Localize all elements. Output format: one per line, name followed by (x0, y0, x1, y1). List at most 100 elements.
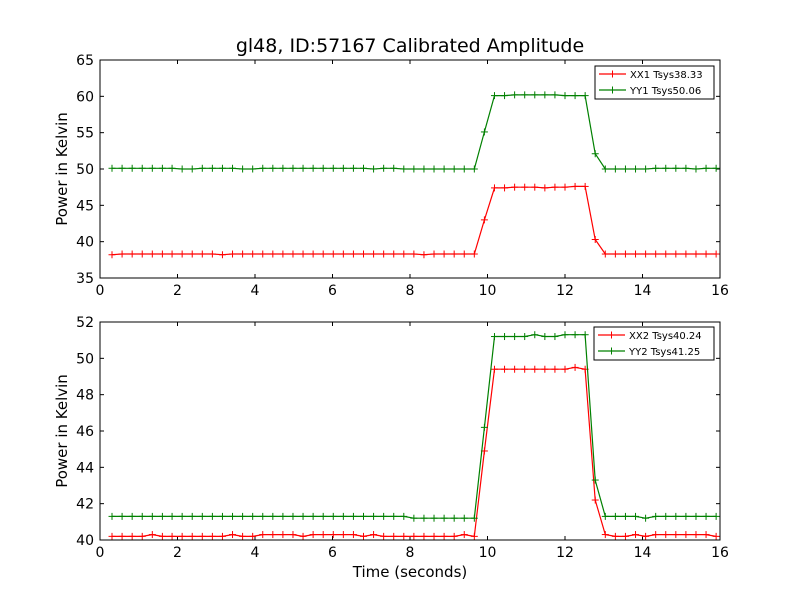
x-tick-label: 8 (406, 545, 415, 561)
y-tick-label: 55 (76, 126, 94, 142)
x-tick-label: 2 (173, 545, 182, 561)
data-point-marker (632, 165, 640, 173)
data-point-marker (682, 531, 690, 539)
data-point-marker (360, 532, 367, 540)
data-point-marker (249, 532, 257, 540)
data-point-marker (148, 164, 156, 172)
x-tick-label: 6 (328, 545, 337, 561)
data-point-marker (329, 531, 337, 539)
data-point-marker (188, 532, 196, 540)
x-tick-label: 10 (479, 545, 497, 561)
data-point-marker (208, 250, 216, 258)
data-point-marker (410, 165, 418, 173)
data-point-marker (239, 250, 247, 258)
data-point-marker (551, 365, 559, 373)
data-point-marker (229, 164, 237, 172)
data-point-marker (118, 250, 126, 258)
data-point-marker (239, 512, 247, 520)
data-point-marker (178, 250, 186, 258)
data-point-marker (470, 165, 478, 173)
data-point-marker (521, 365, 529, 373)
data-point-marker (279, 164, 287, 172)
data-point-marker (188, 250, 196, 258)
data-point-marker (198, 250, 206, 258)
data-point-marker (168, 532, 176, 540)
data-point-marker (108, 164, 116, 172)
data-point-marker (158, 164, 166, 172)
data-point-marker (642, 532, 650, 540)
data-point-marker (551, 91, 559, 99)
data-point-marker (360, 512, 367, 520)
data-point-marker (642, 514, 650, 522)
data-point-marker (128, 512, 136, 520)
data-point-marker (662, 512, 670, 520)
data-point-marker (390, 250, 398, 258)
data-point-marker (511, 183, 519, 191)
data-point-marker (138, 164, 146, 172)
x-tick-label: 10 (479, 283, 497, 299)
data-point-marker (329, 164, 337, 172)
data-point-marker (410, 514, 418, 522)
data-point-marker (138, 532, 146, 540)
data-point-marker (360, 164, 367, 172)
data-point-marker (198, 532, 206, 540)
data-point-marker (349, 250, 357, 258)
data-point-marker (480, 128, 488, 136)
data-point-marker (148, 512, 156, 520)
data-point-marker (551, 333, 559, 341)
data-point-marker (692, 531, 700, 539)
data-point-marker (652, 164, 660, 172)
chart-title: gl48, ID:57167 Calibrated Amplitude (236, 35, 584, 57)
data-point-marker (682, 250, 690, 258)
data-point-marker (511, 365, 519, 373)
data-point-marker (269, 512, 277, 520)
data-point-marker (692, 250, 700, 258)
data-point-marker (531, 331, 539, 339)
data-point-marker (349, 164, 357, 172)
data-point-marker (591, 476, 599, 484)
data-point-marker (511, 91, 519, 99)
x-tick-label: 6 (328, 283, 337, 299)
data-point-marker (642, 165, 650, 173)
data-point-marker (400, 165, 408, 173)
data-point-marker (430, 165, 438, 173)
data-point-marker (400, 250, 408, 258)
data-point-marker (319, 531, 327, 539)
data-point-marker (299, 512, 307, 520)
data-point-marker (490, 333, 498, 341)
data-point-marker (319, 250, 327, 258)
data-point-marker (198, 512, 206, 520)
data-point-marker (531, 183, 539, 191)
data-point-marker (380, 532, 388, 540)
data-point-marker (632, 531, 640, 539)
data-point-marker (460, 514, 468, 522)
data-point-marker (571, 92, 579, 100)
data-point-marker (440, 165, 448, 173)
x-tick-label: 12 (556, 283, 574, 299)
data-point-marker (269, 531, 277, 539)
data-point-marker (692, 512, 700, 520)
data-point-marker (702, 164, 710, 172)
data-point-marker (158, 250, 166, 258)
data-point-marker (289, 531, 297, 539)
legend-box (594, 65, 715, 100)
data-point-marker (390, 532, 398, 540)
data-point-marker (662, 531, 670, 539)
axis-ticks: 0 2 4 6 8 10 12 14 16 35 40 45 50 55 60 65 (76, 53, 729, 299)
data-point-marker (229, 512, 237, 520)
legend-label-yy2: YY2 Tsys41.25 (628, 347, 700, 358)
data-point-marker (440, 514, 448, 522)
y-tick-label: 50 (76, 162, 94, 178)
x-tick-label: 2 (173, 283, 182, 299)
data-point-marker (309, 512, 317, 520)
bottom-panel: Time (seconds) Power in Kelvin 0 2 4 6 8 10 12… (53, 315, 729, 581)
data-point-marker (541, 184, 549, 192)
data-point-marker (662, 250, 670, 258)
data-point-marker (249, 165, 257, 173)
data-point-marker (390, 164, 398, 172)
data-point-marker (672, 250, 680, 258)
data-point-marker (289, 164, 297, 172)
data-point-marker (571, 331, 579, 339)
data-point-marker (571, 363, 579, 371)
